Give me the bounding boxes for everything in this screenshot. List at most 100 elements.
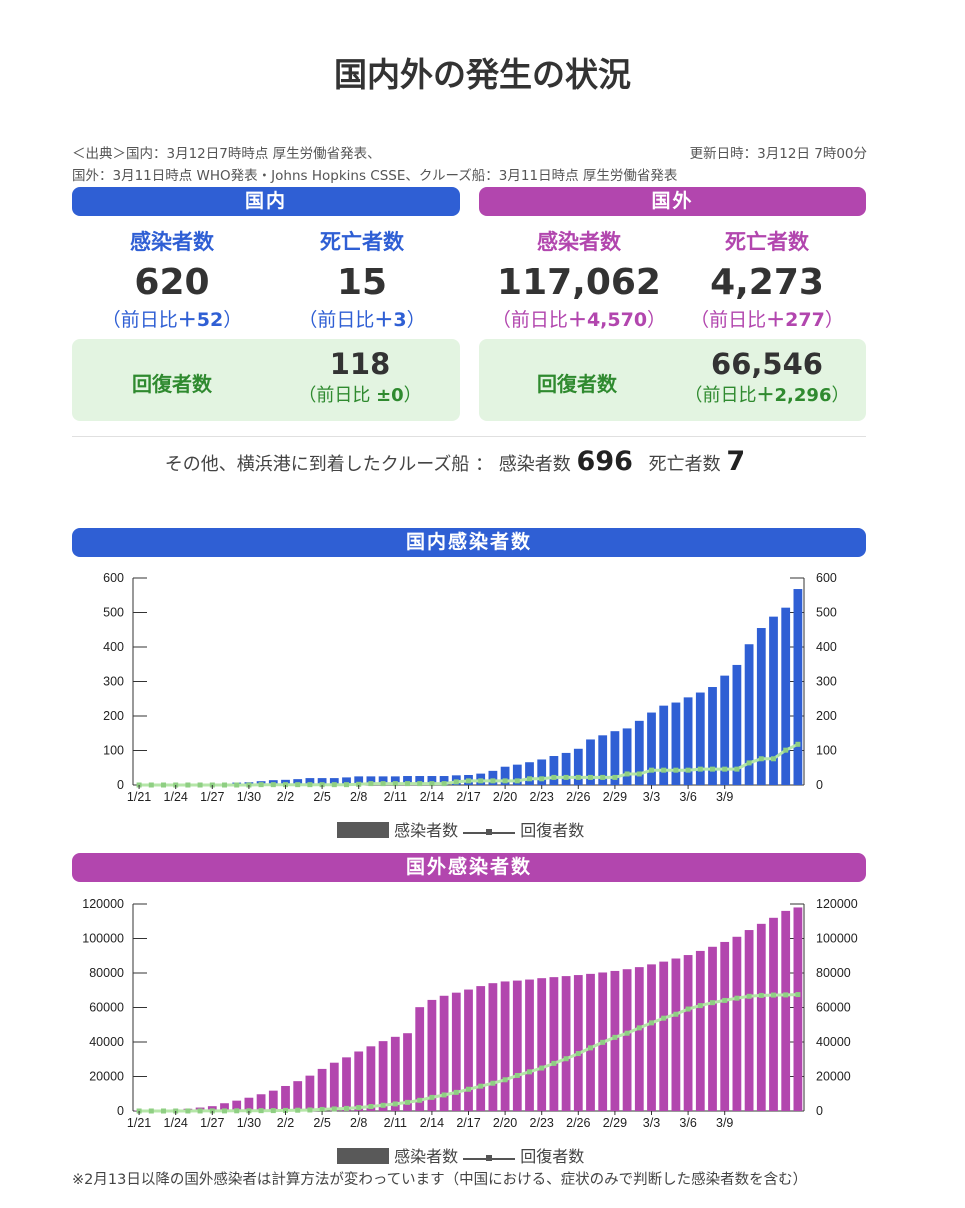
bar — [488, 983, 498, 1111]
recovered-point — [746, 993, 752, 999]
recovered-point — [673, 767, 679, 773]
recovered-point — [356, 781, 362, 787]
bar — [317, 778, 327, 785]
y-tick-label-left: 200 — [103, 709, 124, 723]
bar — [390, 1036, 400, 1111]
recovered-point — [514, 1072, 520, 1078]
x-tick-label: 2/17 — [456, 790, 480, 804]
y-tick-label-left: 100 — [103, 744, 124, 758]
recovered-point — [417, 781, 423, 787]
recovered-point — [600, 774, 606, 780]
recovered-point — [392, 1101, 398, 1107]
domestic-infected-diff: （前日比＋52） — [72, 305, 272, 332]
recovered-point — [722, 997, 728, 1003]
domestic-recovered-stat: 118 （前日比 ±0） — [260, 347, 460, 407]
bar — [329, 1062, 339, 1111]
x-tick-label: 3/6 — [679, 1116, 696, 1130]
diff-suffix: ） — [406, 309, 426, 331]
domestic-infected: 感染者数 620 （前日比＋52） — [72, 226, 272, 332]
bar — [476, 986, 486, 1111]
recovered-point — [783, 992, 789, 998]
bar — [695, 692, 705, 785]
bar — [256, 1094, 266, 1111]
recovered-point — [490, 1080, 496, 1086]
y-tick-label-right: 100 — [816, 744, 837, 758]
bar — [573, 748, 583, 785]
x-tick-label: 2/20 — [493, 790, 517, 804]
legend-bar-swatch — [337, 822, 389, 838]
x-tick-label: 3/3 — [643, 790, 660, 804]
recovered-point — [710, 766, 715, 772]
diff-value: ＋277 — [766, 309, 825, 331]
y-tick-label-left: 40000 — [89, 1035, 124, 1049]
bar — [781, 607, 791, 785]
bar — [439, 776, 449, 785]
domestic-deaths-label: 死亡者数 — [320, 230, 404, 254]
recovered-point — [734, 766, 740, 772]
bar — [378, 776, 388, 785]
recovered-point — [502, 778, 508, 784]
x-tick-label: 1/24 — [164, 790, 188, 804]
overseas-recovered-stat: 66,546 （前日比＋2,296） — [659, 347, 875, 407]
recovered-point — [417, 1097, 423, 1103]
recovered-point — [148, 1108, 154, 1114]
x-tick-label: 2/26 — [566, 790, 590, 804]
bar — [744, 644, 754, 785]
bar — [793, 907, 803, 1111]
bar — [549, 756, 559, 785]
overseas-chart: 0 0 20000 20000 40000 40000 60000 60000 80000 800… — [82, 897, 857, 1130]
x-tick-label: 2/14 — [420, 790, 444, 804]
bar — [732, 664, 742, 785]
cruise-deaths-label: 死亡者数 — [648, 454, 721, 475]
legend-line-label: 回復者数 — [520, 1147, 585, 1166]
x-tick-label: 3/9 — [716, 790, 733, 804]
x-tick-label: 2/29 — [603, 790, 627, 804]
recovered-point — [795, 741, 801, 747]
bar — [342, 777, 351, 785]
recovered-point — [185, 1108, 191, 1114]
recovered-point — [246, 1108, 252, 1114]
domestic-chart-title: 国内感染者数 — [72, 528, 866, 557]
bar — [671, 958, 681, 1111]
recovered-point — [612, 1034, 618, 1040]
recovered-point — [551, 1060, 557, 1066]
updated-time: 更新日時：3月12日 7時00分 — [689, 146, 867, 162]
diff-suffix: ） — [824, 309, 844, 331]
recovered-point — [575, 1051, 581, 1057]
recovered-point — [283, 782, 288, 788]
recovered-point — [527, 776, 532, 782]
diff-suffix: ） — [647, 309, 667, 331]
legend-line-label: 回復者数 — [520, 821, 585, 840]
bar — [293, 779, 303, 785]
bar — [756, 628, 766, 785]
bar — [366, 776, 376, 785]
bar — [525, 762, 534, 785]
recovered-point — [222, 782, 227, 788]
recovered-point — [429, 781, 435, 787]
diff-suffix: ） — [831, 385, 850, 406]
recovered-point — [673, 1011, 679, 1017]
bar — [537, 978, 547, 1111]
diff-value: ＋2,296 — [756, 385, 832, 406]
diff-suffix: ） — [223, 309, 243, 331]
x-tick-label: 1/24 — [164, 1116, 188, 1130]
overseas-recovered-box: 回復者数 66,546 （前日比＋2,296） — [479, 339, 866, 421]
recovered-point — [234, 1108, 240, 1114]
legend-bar-label: 感染者数 — [394, 821, 459, 840]
bar — [427, 776, 437, 785]
recovered-point — [539, 1065, 545, 1071]
diff-prefix: （前日比 — [491, 309, 568, 331]
x-tick-label: 2/17 — [456, 1116, 480, 1130]
recovered-point — [466, 778, 471, 784]
domestic-infected-label: 感染者数 — [130, 230, 214, 254]
bar — [659, 961, 669, 1111]
recovered-point — [258, 782, 264, 788]
bar — [451, 992, 461, 1111]
recovered-point — [380, 1102, 386, 1108]
overseas-infected-label: 感染者数 — [537, 230, 621, 254]
y-tick-label-left: 600 — [103, 571, 124, 585]
recovered-point — [209, 1108, 215, 1114]
recovered-point — [344, 782, 349, 788]
recovered-point — [795, 992, 801, 998]
recovered-point — [612, 774, 618, 780]
